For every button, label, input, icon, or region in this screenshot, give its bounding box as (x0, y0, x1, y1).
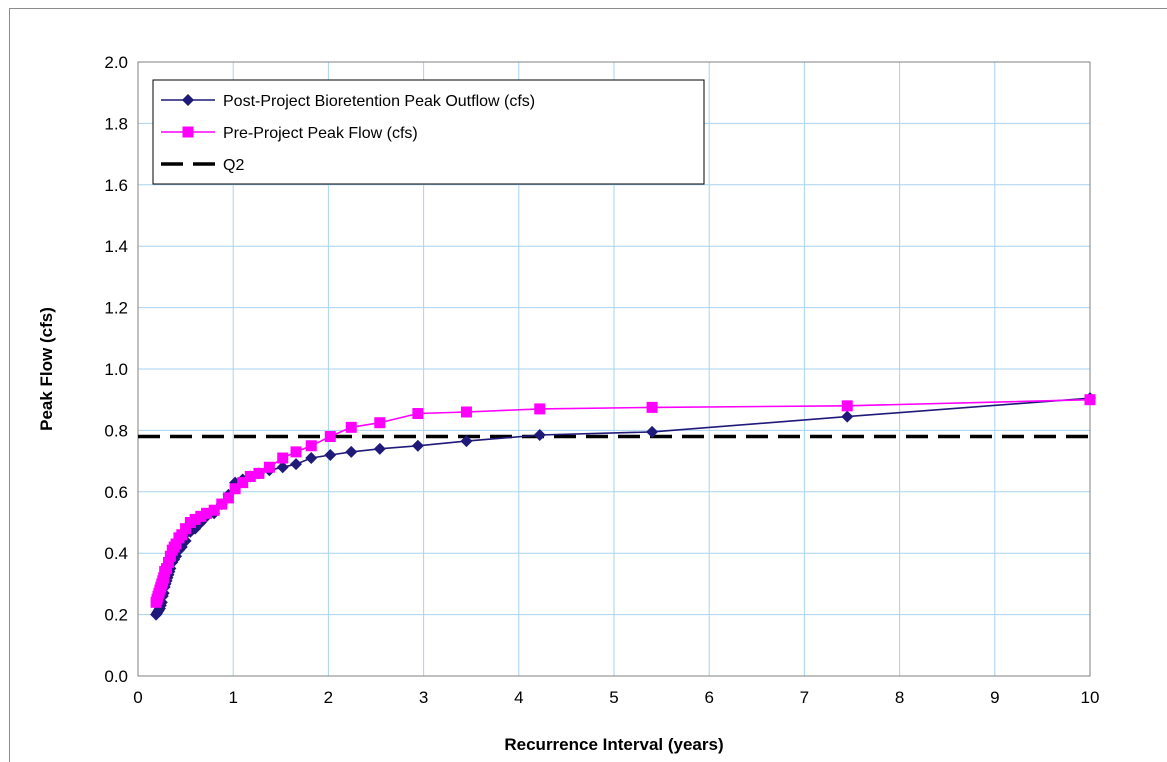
data-point (237, 477, 249, 489)
y-tick-label: 0.6 (104, 483, 128, 502)
legend-box (152, 79, 705, 185)
data-point (373, 442, 386, 455)
series-1 (150, 394, 1096, 608)
y-axis-title: Peak Flow (cfs) (37, 307, 56, 431)
y-tick-label: 1.6 (104, 176, 128, 195)
data-point (161, 563, 173, 575)
data-point (158, 572, 170, 584)
x-tick-label: 2 (324, 688, 333, 707)
data-point (841, 400, 853, 412)
data-point (189, 513, 201, 525)
x-tick-label: 5 (609, 688, 618, 707)
legend-item: Q2 (161, 157, 244, 174)
data-point (201, 507, 213, 519)
data-point (324, 431, 336, 443)
y-tick-label: 0.2 (104, 606, 128, 625)
plot-area (137, 61, 1091, 677)
data-point (229, 483, 241, 495)
data-point (412, 408, 424, 420)
data-point (208, 504, 220, 516)
data-point (1084, 394, 1096, 406)
y-tick-label: 0.4 (104, 544, 128, 563)
data-point (460, 406, 472, 418)
x-tick-label: 3 (419, 688, 428, 707)
x-tick-label: 10 (1081, 688, 1100, 707)
x-tick-label: 4 (514, 688, 523, 707)
data-point (176, 529, 188, 541)
y-tick-label: 1.2 (104, 299, 128, 318)
data-point (345, 421, 357, 433)
data-point (290, 446, 302, 458)
data-point (646, 425, 659, 438)
tick-labels: 0 1 2 3 4 5 6 7 8 9 10 0.0 0.2 0.4 0.6 0.8 1.0 1.2 1.4 1.6 1… (104, 53, 1099, 707)
x-tick-label: 6 (704, 688, 713, 707)
legend-label: Q2 (223, 157, 244, 174)
data-point (263, 461, 275, 473)
legend-label: Pre-Project Peak Flow (cfs) (223, 125, 418, 142)
data-point (345, 445, 358, 458)
data-point (646, 401, 658, 413)
y-tick-label: 1.4 (104, 237, 128, 256)
data-point (277, 452, 289, 464)
chart-frame (9, 8, 1167, 762)
data-point (216, 498, 228, 510)
x-tick-label: 0 (133, 688, 142, 707)
data-point (841, 410, 854, 423)
series-layer (138, 392, 1096, 621)
data-point (180, 523, 192, 535)
legend: Post-Project Bioretention Peak Outflow (… (152, 79, 705, 185)
data-point (324, 448, 337, 461)
x-tick-label: 7 (800, 688, 809, 707)
data-point (534, 403, 546, 415)
x-tick-label: 8 (895, 688, 904, 707)
data-point (460, 435, 473, 448)
data-point (244, 470, 256, 482)
x-tick-label: 9 (990, 688, 999, 707)
y-tick-label: 0.8 (104, 421, 128, 440)
x-tick-label: 1 (228, 688, 237, 707)
y-tick-label: 1.8 (104, 114, 128, 133)
data-point (164, 550, 176, 562)
series-0 (150, 392, 1096, 621)
x-axis-title: Recurrence Interval (years) (504, 735, 723, 754)
y-tick-label: 1.0 (104, 360, 128, 379)
legend-item: Post-Project Bioretention Peak Outflow (… (161, 93, 535, 110)
data-point (533, 429, 546, 442)
data-point (374, 417, 386, 429)
data-point (305, 440, 317, 452)
data-point (162, 556, 174, 568)
legend-marker (182, 126, 194, 138)
data-point (195, 510, 207, 522)
legend-marker (182, 94, 194, 106)
legend-item: Pre-Project Peak Flow (cfs) (161, 125, 418, 142)
y-tick-label: 2.0 (104, 53, 128, 72)
data-point (276, 461, 289, 474)
y-tick-label: 0.0 (104, 667, 128, 686)
legend-label: Post-Project Bioretention Peak Outflow (… (223, 93, 535, 110)
data-point (170, 538, 182, 550)
data-point (411, 439, 424, 452)
data-point (290, 458, 303, 471)
data-point (305, 452, 318, 465)
data-point (222, 492, 234, 504)
data-point (253, 467, 265, 479)
